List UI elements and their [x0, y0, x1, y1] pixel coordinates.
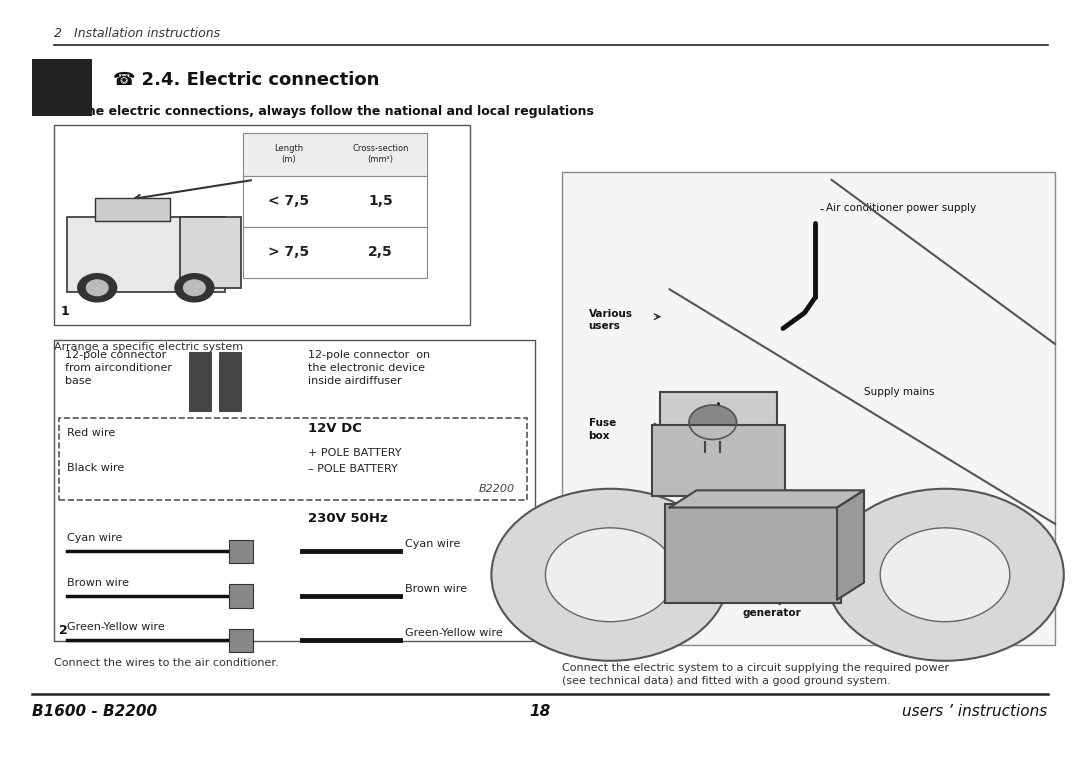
- Text: Brown wire: Brown wire: [67, 578, 129, 587]
- Text: 12-pole connector  on
the electronic device
inside airdiffuser: 12-pole connector on the electronic devi…: [308, 350, 430, 386]
- Text: 12-pole connector
from airconditioner
base: 12-pole connector from airconditioner ba…: [65, 350, 172, 386]
- Text: 230V 50Hz: 230V 50Hz: [308, 512, 388, 526]
- Text: ☎ 2.4. Electric connection: ☎ 2.4. Electric connection: [113, 70, 380, 89]
- Text: Air conditioner power supply: Air conditioner power supply: [826, 203, 976, 213]
- FancyBboxPatch shape: [562, 172, 1055, 645]
- Text: 2: 2: [59, 623, 68, 637]
- FancyBboxPatch shape: [229, 584, 253, 608]
- FancyBboxPatch shape: [67, 217, 225, 292]
- Text: Cyan wire: Cyan wire: [405, 540, 460, 549]
- Text: Various
users: Various users: [589, 309, 633, 332]
- Text: 2,5: 2,5: [368, 246, 393, 259]
- FancyBboxPatch shape: [229, 540, 253, 563]
- Polygon shape: [670, 490, 864, 508]
- Circle shape: [826, 489, 1064, 661]
- FancyBboxPatch shape: [180, 217, 241, 288]
- FancyBboxPatch shape: [660, 392, 777, 461]
- FancyBboxPatch shape: [219, 352, 241, 411]
- Text: users ’ instructions: users ’ instructions: [903, 704, 1048, 719]
- Text: Supply mains: Supply mains: [864, 387, 934, 397]
- Text: Green-Yellow wire: Green-Yellow wire: [405, 629, 503, 638]
- Circle shape: [880, 528, 1010, 622]
- Text: Brown wire: Brown wire: [405, 584, 467, 594]
- Text: Black wire: Black wire: [67, 463, 124, 473]
- Text: Electric power
generator: Electric power generator: [730, 595, 814, 618]
- Text: 3: 3: [567, 626, 576, 640]
- FancyBboxPatch shape: [229, 629, 253, 652]
- Text: Connect the electric system to a circuit supplying the required power
(see techn: Connect the electric system to a circuit…: [562, 663, 948, 686]
- FancyBboxPatch shape: [32, 59, 92, 116]
- FancyBboxPatch shape: [665, 504, 841, 603]
- Text: For the electric connections, always follow the national and local regulations: For the electric connections, always fol…: [54, 105, 594, 117]
- Text: 12V DC: 12V DC: [308, 422, 362, 436]
- Text: 1: 1: [60, 305, 69, 318]
- FancyBboxPatch shape: [243, 227, 427, 278]
- Circle shape: [175, 274, 214, 302]
- FancyBboxPatch shape: [95, 198, 170, 221]
- FancyBboxPatch shape: [652, 425, 785, 496]
- Text: Connect the wires to the air conditioner.: Connect the wires to the air conditioner…: [54, 658, 279, 669]
- Text: 1,5: 1,5: [368, 195, 393, 208]
- Text: 18: 18: [529, 704, 551, 719]
- Text: B2200: B2200: [480, 484, 515, 494]
- Text: < 7,5: < 7,5: [268, 195, 310, 208]
- Text: Green-Yellow wire: Green-Yellow wire: [67, 622, 165, 632]
- Text: Cyan wire: Cyan wire: [67, 533, 122, 543]
- Circle shape: [689, 405, 737, 439]
- Text: + POLE BATTERY: + POLE BATTERY: [308, 448, 402, 458]
- Text: 2   Installation instructions: 2 Installation instructions: [54, 27, 220, 40]
- Circle shape: [78, 274, 117, 302]
- Polygon shape: [837, 490, 864, 600]
- FancyBboxPatch shape: [243, 133, 427, 176]
- Circle shape: [545, 528, 675, 622]
- FancyBboxPatch shape: [189, 352, 211, 411]
- Text: B1600 - B2200: B1600 - B2200: [32, 704, 158, 719]
- Text: Cross-section
(mm²): Cross-section (mm²): [352, 145, 409, 163]
- Text: Red wire: Red wire: [67, 428, 116, 438]
- Text: GB: GB: [51, 81, 73, 95]
- Text: Change-over switch
mains/generator: Change-over switch mains/generator: [589, 551, 705, 574]
- Text: > 7,5: > 7,5: [268, 246, 310, 259]
- FancyBboxPatch shape: [54, 125, 470, 325]
- Circle shape: [184, 280, 205, 296]
- FancyBboxPatch shape: [59, 418, 527, 500]
- Text: Arrange a specific electric system: Arrange a specific electric system: [54, 342, 243, 352]
- Text: Fuse
box: Fuse box: [589, 418, 616, 441]
- Circle shape: [86, 280, 108, 296]
- Circle shape: [491, 489, 729, 661]
- FancyBboxPatch shape: [54, 340, 535, 641]
- Text: Length
(m): Length (m): [274, 145, 303, 163]
- Text: – POLE BATTERY: – POLE BATTERY: [308, 464, 397, 474]
- FancyBboxPatch shape: [243, 176, 427, 227]
